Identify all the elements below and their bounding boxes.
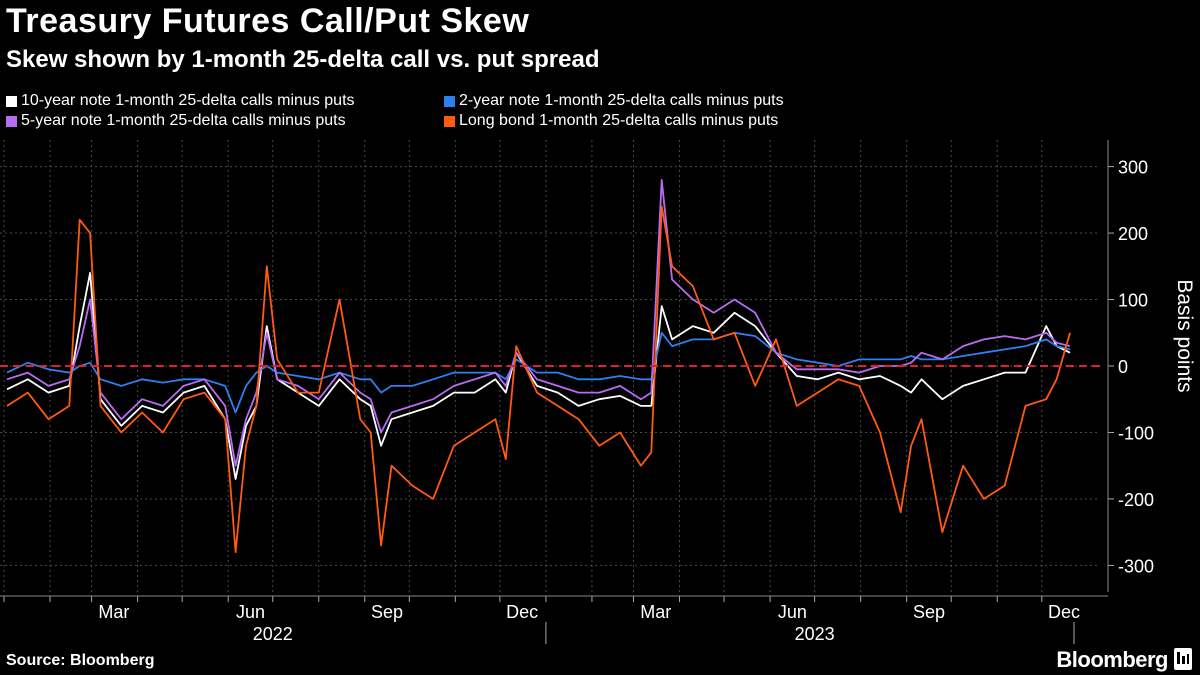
x-tick-label: Sep	[913, 602, 945, 622]
y-tick-label: -100	[1118, 423, 1154, 443]
y-tick-label: -300	[1118, 556, 1154, 576]
y-tick-label: 100	[1118, 291, 1148, 311]
x-tick-label: Jun	[778, 602, 807, 622]
y-tick-label: -200	[1118, 490, 1154, 510]
y-tick-label: 0	[1118, 357, 1128, 377]
legend-swatch-long-bond	[444, 115, 455, 127]
x-tick-label: Dec	[506, 602, 538, 622]
legend-label-five-year: 5-year note 1-month 25-delta calls minus…	[21, 112, 346, 129]
legend-swatch-two-year	[444, 95, 455, 107]
bloomberg-terminal-icon	[1174, 648, 1192, 670]
x-tick-label: Jun	[236, 602, 265, 622]
x-year-label: 2022	[253, 624, 293, 644]
y-axis: 300 200 100 0 -100 -200 -300	[1107, 140, 1154, 592]
legend-label-long-bond: Long bond 1-month 25-delta calls minus p…	[459, 112, 779, 129]
x-tick-label: Mar	[640, 602, 671, 622]
series-line-five-year	[6, 178, 1071, 467]
series-line-ten-year	[6, 271, 1071, 480]
brand-logo: Bloomberg	[1056, 647, 1168, 672]
legend-label-two-year: 2-year note 1-month 25-delta calls minus…	[459, 92, 784, 109]
legend-item-long-bond: Long bond 1-month 25-delta calls minus p…	[444, 112, 778, 130]
legend-item-two-year: 2-year note 1-month 25-delta calls minus…	[444, 92, 784, 110]
x-tick-label: Dec	[1048, 602, 1080, 622]
y-tick-label: 300	[1118, 158, 1148, 178]
chart-title: Treasury Futures Call/Put Skew	[6, 2, 530, 40]
legend-swatch-five-year	[6, 115, 17, 127]
x-tick-label: Mar	[98, 602, 129, 622]
series-line-two-year	[6, 331, 1071, 414]
legend-item-ten-year: 10-year note 1-month 25-delta calls minu…	[6, 92, 355, 110]
series-line-long-bond	[6, 205, 1071, 553]
y-axis-label: Basis points	[1173, 279, 1196, 392]
legend-label-ten-year: 10-year note 1-month 25-delta calls minu…	[21, 92, 355, 109]
x-tick-label: Sep	[371, 602, 403, 622]
y-tick-label: 200	[1118, 224, 1148, 244]
x-axis: Mar Jun Sep Dec Mar Jun Sep Dec 2022 2023	[0, 595, 1108, 644]
chart-subtitle: Skew shown by 1-month 25-delta call vs. …	[6, 46, 600, 73]
source-note: Source: Bloomberg	[6, 652, 155, 669]
legend-item-five-year: 5-year note 1-month 25-delta calls minus…	[6, 112, 346, 130]
legend-swatch-ten-year	[6, 95, 17, 107]
x-year-label: 2023	[795, 624, 835, 644]
